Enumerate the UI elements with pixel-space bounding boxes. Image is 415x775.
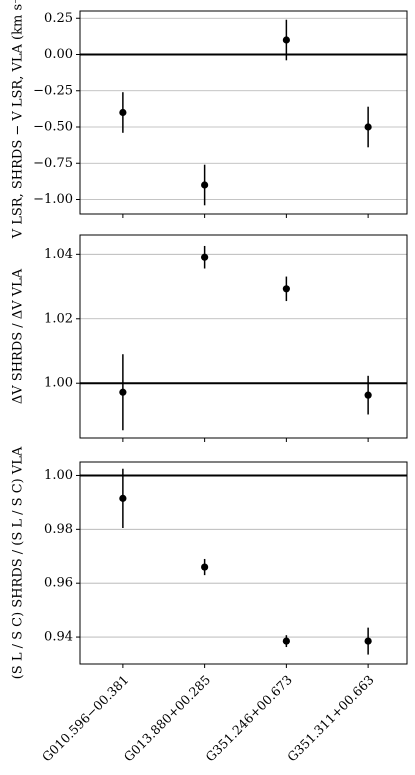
y-tick-label: 1.00 — [44, 376, 73, 391]
y-tick-label: 0.96 — [44, 576, 73, 591]
data-point — [201, 181, 209, 189]
y-axis-label: (S L / S C) SHRDS / (S L / S C) VLA — [11, 446, 26, 679]
data-point — [119, 108, 127, 117]
x-tick-label: G351.311+00.663 — [284, 672, 377, 765]
y-tick-label: −0.50 — [33, 120, 73, 135]
y-tick-label: 1.04 — [44, 247, 73, 262]
y-axis-label: V LSR, SHRDS − V LSR, VLA (km s⁻¹) — [11, 0, 26, 239]
x-tick-label: G013.880+00.285 — [121, 672, 214, 765]
x-tick-label: G351.246+00.673 — [202, 672, 295, 765]
data-point — [119, 388, 127, 396]
data-point — [201, 563, 209, 571]
y-tick-label: 0.94 — [44, 630, 73, 645]
data-point — [282, 36, 290, 44]
y-tick-label: −1.00 — [33, 192, 73, 207]
y-tick-label: 0.25 — [44, 11, 73, 26]
y-tick-label: 1.00 — [44, 468, 73, 483]
y-tick-label: 0.00 — [44, 47, 73, 62]
data-point — [282, 285, 290, 293]
axes-frame — [79, 234, 408, 439]
y-tick-label: 0.98 — [44, 522, 73, 537]
data-point — [364, 123, 372, 131]
axes-frame — [79, 461, 408, 665]
y-tick-label: 1.02 — [44, 311, 73, 326]
y-axis-label: ΔV SHRDS / ΔV VLA — [11, 268, 26, 404]
data-point — [364, 637, 372, 645]
data-point — [119, 494, 127, 502]
data-point — [364, 391, 372, 399]
y-tick-label: −0.75 — [33, 156, 73, 171]
data-point — [282, 637, 290, 645]
axes-frame — [79, 10, 408, 215]
y-tick-label: −0.25 — [33, 83, 73, 98]
data-point — [201, 253, 209, 261]
x-tick-label: G010.596−00.381 — [39, 672, 132, 765]
